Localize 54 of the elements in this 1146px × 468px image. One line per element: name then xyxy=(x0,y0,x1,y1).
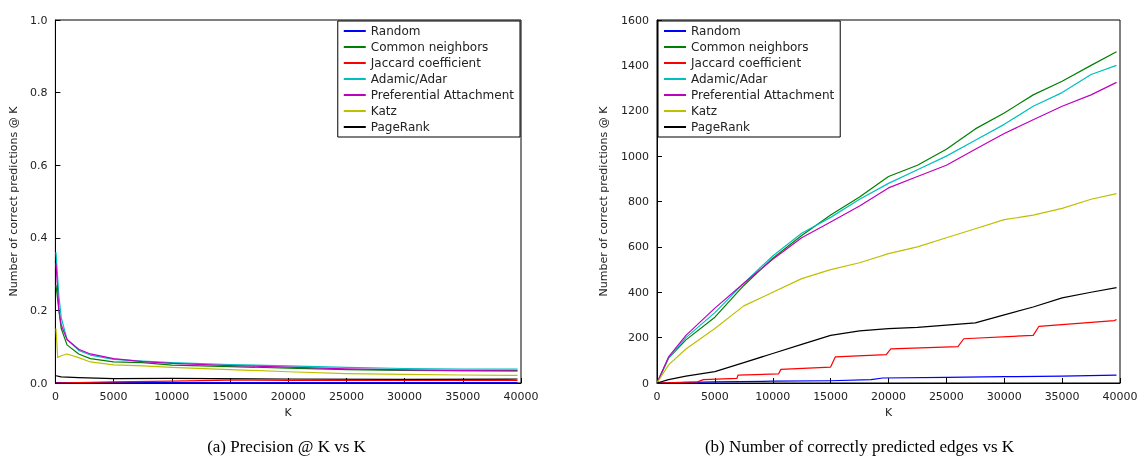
legend-label: Random xyxy=(370,24,421,38)
x-tick-label: 35000 xyxy=(1044,390,1080,403)
y-tick-label: 1.0 xyxy=(29,13,48,27)
legend-label: Preferential Attachment xyxy=(370,88,515,102)
y-tick-label: 600 xyxy=(628,240,649,254)
y-tick-label: 0.8 xyxy=(29,86,48,100)
y-tick-label: 1400 xyxy=(621,58,649,72)
x-tick-label: 0 xyxy=(653,390,661,403)
x-tick-label: 15000 xyxy=(813,390,849,403)
x-tick-label: 20000 xyxy=(270,390,306,403)
y-tick-label: 1000 xyxy=(621,149,649,163)
text: (b) Number of correctly predicted edges vs K xyxy=(704,437,1015,456)
x-tick-label: 10000 xyxy=(755,390,791,403)
legend-label: PageRank xyxy=(691,120,751,134)
x-tick-label: 15000 xyxy=(212,390,248,403)
legend-label: Common neighbors xyxy=(370,40,489,54)
y-tick-label: 0.4 xyxy=(29,231,48,245)
text: (a) Precision @ K vs K xyxy=(207,437,367,456)
x-tick-label: 35000 xyxy=(445,390,481,403)
x-tick-label: 10000 xyxy=(154,390,190,403)
y-tick-label: 0.6 xyxy=(29,158,48,172)
legend-label: Jaccard coefficient xyxy=(369,56,482,70)
y-tick-label: 0 xyxy=(642,376,649,390)
legend-label: Katz xyxy=(370,104,397,118)
x-tick-label: 40000 xyxy=(1102,390,1138,403)
legend-label: Preferential Attachment xyxy=(691,88,835,102)
legend-label: Adamic/Adar xyxy=(691,72,768,86)
x-tick-label: 25000 xyxy=(328,390,364,403)
y-axis-title: Number of correct predictions @ K xyxy=(7,105,20,297)
y-tick-label: 400 xyxy=(628,285,649,299)
x-tick-label: 30000 xyxy=(387,390,423,403)
y-tick-label: 0.0 xyxy=(29,376,48,390)
x-tick-label: 20000 xyxy=(871,390,906,403)
legend-label: Adamic/Adar xyxy=(370,72,448,86)
line-series xyxy=(55,327,519,376)
y-tick-label: 1200 xyxy=(621,104,649,118)
y-axis-title: Number of correct predictions @ K xyxy=(597,105,610,297)
x-tick-label: 5000 xyxy=(99,390,128,403)
x-tick-label: 0 xyxy=(51,390,59,403)
x-tick-label: 30000 xyxy=(986,390,1022,403)
legend-label: Katz xyxy=(691,104,718,118)
x-axis-title: K xyxy=(284,405,293,419)
x-axis-title: K xyxy=(884,405,893,419)
y-tick-label: 1600 xyxy=(621,13,649,27)
legend-label: Random xyxy=(691,24,741,38)
y-tick-label: 0.2 xyxy=(29,303,48,317)
x-tick-label: 40000 xyxy=(503,390,539,403)
legend-label: PageRank xyxy=(370,120,430,134)
y-tick-label: 200 xyxy=(628,331,649,345)
legend-label: Common neighbors xyxy=(691,40,809,54)
x-tick-label: 5000 xyxy=(700,390,729,403)
y-tick-label: 800 xyxy=(628,195,649,208)
legend-label: Jaccard coefficient xyxy=(690,56,802,70)
x-tick-label: 25000 xyxy=(928,390,964,403)
